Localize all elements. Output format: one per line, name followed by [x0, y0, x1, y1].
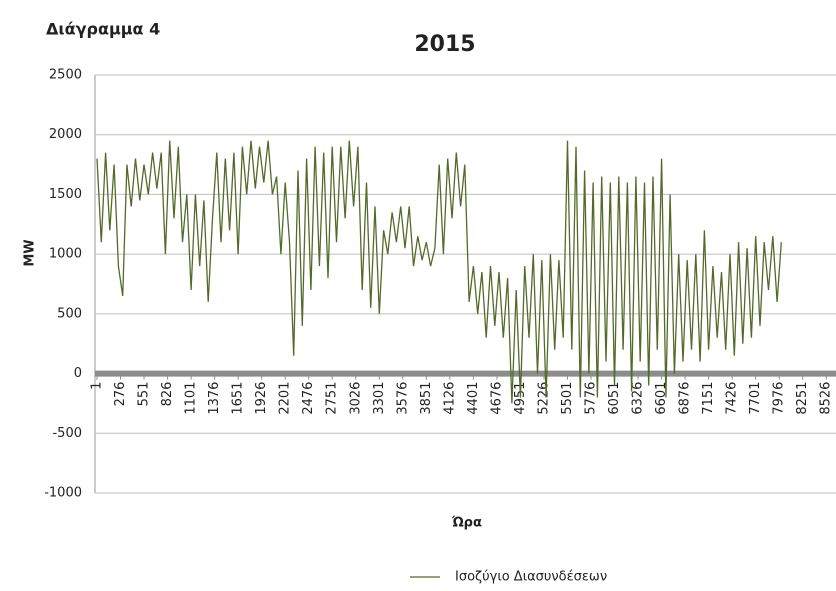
x-tick-label: 5226 [536, 382, 551, 415]
x-tick-label: 1926 [254, 382, 269, 415]
x-tick-label: 4126 [442, 382, 457, 415]
x-tick-label: 4676 [489, 382, 504, 415]
x-tick-label: 7976 [772, 382, 787, 415]
x-tick-label: 1376 [207, 382, 222, 415]
y-tick-label: -1000 [44, 486, 82, 501]
y-axis-label: MW [23, 239, 38, 266]
x-tick-label: 2201 [278, 382, 293, 415]
x-tick-label: 7701 [748, 382, 763, 415]
x-tick-label: 4951 [513, 382, 528, 415]
x-tick-label: 551 [137, 382, 152, 407]
y-tick-label: 2000 [49, 127, 82, 142]
x-tick-label: 5776 [584, 382, 599, 415]
x-tick-label: 7426 [725, 382, 740, 415]
y-tick-label: 500 [57, 306, 82, 321]
x-tick-label: 276 [113, 382, 128, 407]
x-tick-label: 3301 [372, 382, 387, 415]
y-tick-label: 1000 [49, 247, 82, 262]
x-tick-label: 3026 [348, 382, 363, 415]
y-tick-label: 0 [74, 366, 82, 381]
x-tick-label: 1101 [184, 382, 199, 415]
x-tick-label: 2476 [301, 382, 316, 415]
x-tick-label: 2751 [325, 382, 340, 415]
chart-title: 2015 [414, 32, 475, 57]
x-tick-label: 8251 [795, 382, 810, 415]
x-tick-label: 7151 [701, 382, 716, 415]
x-tick-label: 3851 [419, 382, 434, 415]
heading: Διάγραμμα 4 [46, 20, 160, 39]
x-tick-label: 4401 [466, 382, 481, 415]
x-axis-label: Ώρα [451, 516, 482, 531]
series-line [96, 140, 782, 404]
x-tick-label: 1651 [231, 382, 246, 415]
y-tick-label: -500 [52, 426, 82, 441]
x-tick-label: 6051 [607, 382, 622, 415]
x-tick-label: 6326 [631, 382, 646, 415]
x-tick-label: 3576 [395, 382, 410, 415]
legend-label: Ισοζύγιο Διασυνδέσεων [455, 570, 607, 585]
y-tick-label: 2500 [49, 68, 82, 83]
x-tick-label: 6601 [654, 382, 669, 415]
x-tick-label: 5501 [560, 382, 575, 415]
x-tick-label: 6876 [678, 382, 693, 415]
y-tick-label: 1500 [49, 187, 82, 202]
x-tick-label: 826 [160, 382, 175, 407]
x-tick-label: 1 [90, 382, 105, 390]
x-tick-label: 8526 [819, 382, 834, 415]
